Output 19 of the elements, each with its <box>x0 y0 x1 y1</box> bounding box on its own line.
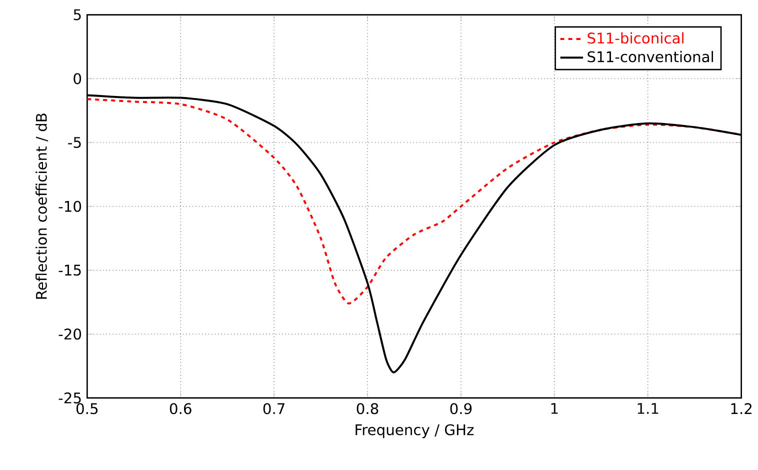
legend-label: S11-biconical <box>588 32 684 44</box>
y-tick-label: 5 <box>74 9 81 20</box>
x-tick-label: 1.2 <box>731 403 752 414</box>
y-tick-label: -25 <box>58 392 81 404</box>
x-tick-label: 1 <box>551 403 558 414</box>
x-axis-title: Frequency / GHz <box>356 424 474 438</box>
y-tick-label: -5 <box>68 137 81 148</box>
x-tick-label: 0.8 <box>356 403 378 414</box>
x-tick-label: 1.1 <box>638 403 658 414</box>
x-tick-label: 0.7 <box>263 403 284 414</box>
x-tick-label: 0.9 <box>450 403 472 414</box>
y-tick-label: -10 <box>58 200 82 212</box>
y-tick-label: -20 <box>58 328 82 340</box>
y-axis-title: Reflection coefficient / dB <box>36 114 48 299</box>
x-tick-label: 0.6 <box>170 403 192 414</box>
y-tick-label: 0 <box>74 73 82 84</box>
legend-label: S11-conventional <box>588 50 714 62</box>
y-tick-label: -15 <box>58 264 81 276</box>
x-tick-label: 0.5 <box>76 403 98 414</box>
